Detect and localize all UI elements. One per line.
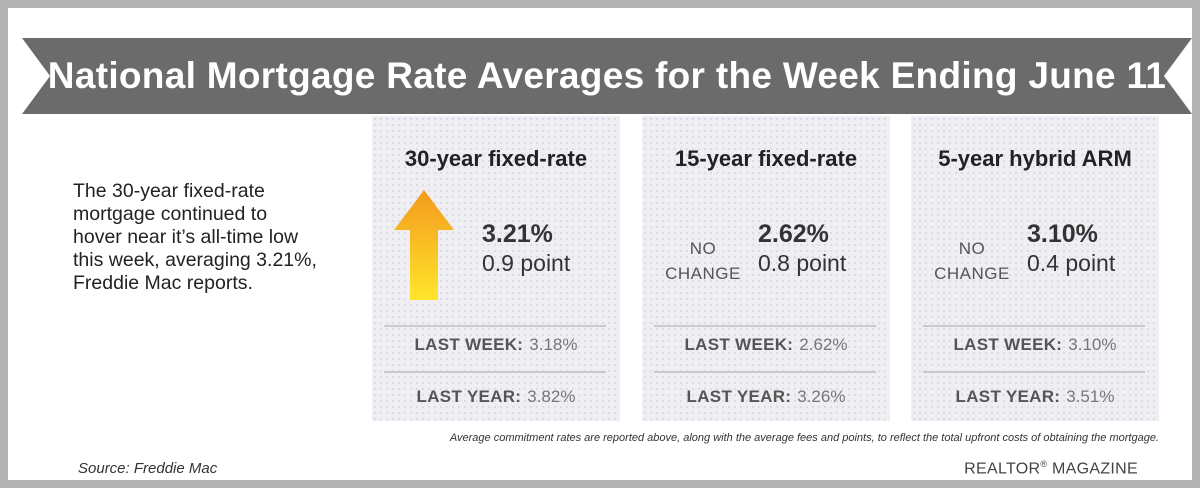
last-year-label: LAST YEAR: <box>955 387 1061 406</box>
last-week-label: LAST WEEK: <box>684 335 794 354</box>
footnote: Average commitment rates are reported ab… <box>449 432 1159 444</box>
last-week-label: LAST WEEK: <box>414 335 524 354</box>
last-year-row: LAST YEAR: 3.82% <box>372 387 620 407</box>
fees-points: 0.8 point <box>758 250 847 276</box>
divider <box>923 325 1145 327</box>
last-week-value: 2.62% <box>799 335 848 354</box>
last-year-value: 3.82% <box>527 387 576 406</box>
no-change-line-1: NO <box>689 239 717 258</box>
current-rate: 2.62% <box>758 220 829 248</box>
rate-column-15-year: 15-year fixed-rate NO CHANGE 2.62% 0.8 p… <box>642 116 890 421</box>
last-week-row: LAST WEEK: 2.62% <box>642 335 890 355</box>
current-rate: 3.21% <box>482 220 553 248</box>
column-heading: 30-year fixed-rate <box>404 146 588 171</box>
no-change-label: NO CHANGE <box>658 236 748 286</box>
title-banner: National Mortgage Rate Averages for the … <box>22 38 1192 114</box>
no-change-label: NO CHANGE <box>927 236 1017 286</box>
no-change-line-2: CHANGE <box>665 264 741 283</box>
last-week-label: LAST WEEK: <box>953 335 1063 354</box>
title-ribbon <box>22 38 1192 114</box>
brand-suffix: MAGAZINE <box>1047 460 1138 478</box>
last-week-value: 3.10% <box>1068 335 1117 354</box>
last-week-value: 3.18% <box>529 335 578 354</box>
rate-column-5-year-arm: 5-year hybrid ARM NO CHANGE 3.10% 0.4 po… <box>911 116 1159 421</box>
last-year-label: LAST YEAR: <box>686 387 792 406</box>
page-title: National Mortgage Rate Averages for the … <box>47 55 1167 96</box>
last-year-label: LAST YEAR: <box>416 387 522 406</box>
divider <box>384 325 606 327</box>
last-week-row: LAST WEEK: 3.18% <box>372 335 620 355</box>
last-year-row: LAST YEAR: 3.51% <box>911 387 1159 407</box>
divider <box>384 371 606 373</box>
last-year-row: LAST YEAR: 3.26% <box>642 387 890 407</box>
last-week-row: LAST WEEK: 3.10% <box>911 335 1159 355</box>
registered-mark: ® <box>1040 459 1048 469</box>
last-year-value: 3.51% <box>1066 387 1115 406</box>
source-credit: Source: Freddie Mac <box>78 460 218 477</box>
divider <box>654 325 876 327</box>
column-heading: 15-year fixed-rate <box>674 146 858 171</box>
current-rate: 3.10% <box>1027 220 1098 248</box>
no-change-line-2: CHANGE <box>934 264 1010 283</box>
brand-logo: REALTOR® MAGAZINE <box>964 459 1138 478</box>
fees-points: 0.4 point <box>1027 250 1116 276</box>
fees-points: 0.9 point <box>482 250 571 276</box>
divider <box>923 371 1145 373</box>
brand-name: REALTOR <box>964 460 1041 478</box>
arrow-up-icon <box>394 190 454 300</box>
column-heading: 5-year hybrid ARM <box>938 146 1132 171</box>
divider <box>654 371 876 373</box>
summary-text: The 30-year fixed-rate mortgage continue… <box>73 180 317 294</box>
no-change-line-1: NO <box>958 239 986 258</box>
last-year-value: 3.26% <box>797 387 846 406</box>
rate-column-30-year: 30-year fixed-rate 3.21% 0.9 point LAST … <box>372 116 620 421</box>
